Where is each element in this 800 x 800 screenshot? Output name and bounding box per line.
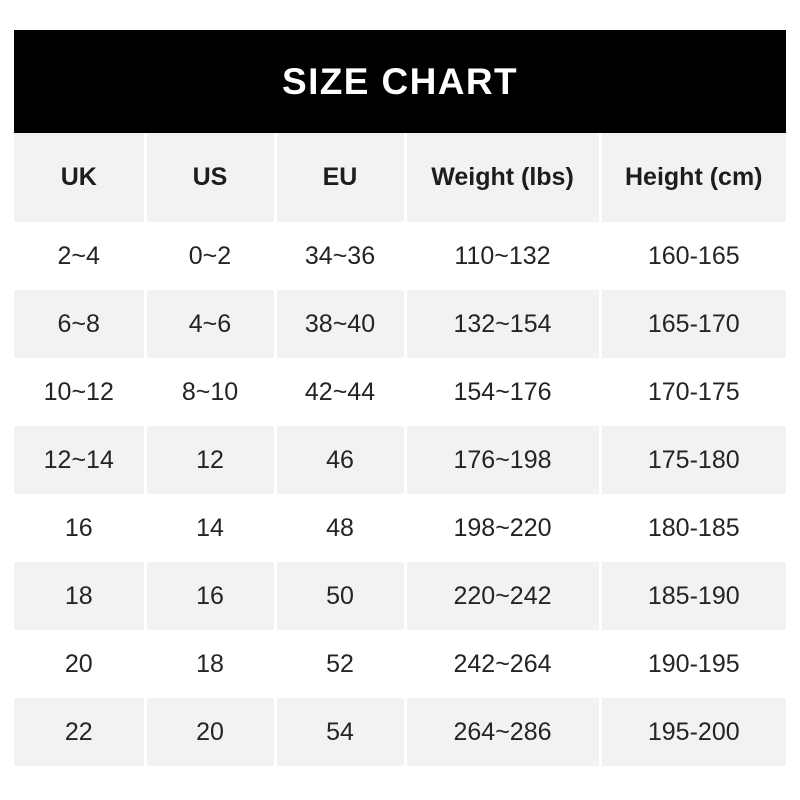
column-header-us: US	[145, 133, 277, 222]
table-row: 12~14 12 46 176~198 175-180	[14, 426, 786, 494]
column-header-height: Height (cm)	[600, 133, 786, 222]
table-row: 10~12 8~10 42~44 154~176 170-175	[14, 358, 786, 426]
cell-eu: 54	[275, 698, 407, 766]
cell-weight: 110~132	[405, 222, 602, 290]
size-chart-title-band: SIZE CHART	[14, 30, 786, 133]
cell-uk: 16	[14, 494, 147, 562]
cell-weight: 242~264	[405, 630, 602, 698]
table-row: 20 18 52 242~264 190-195	[14, 630, 786, 698]
cell-height: 160-165	[600, 222, 786, 290]
cell-us: 18	[145, 630, 277, 698]
cell-eu: 42~44	[275, 358, 407, 426]
cell-height: 170-175	[600, 358, 786, 426]
cell-eu: 38~40	[275, 290, 407, 358]
table-header: UK US EU Weight (lbs) Height (cm)	[14, 133, 786, 222]
cell-eu: 46	[275, 426, 407, 494]
page-title: SIZE CHART	[282, 61, 518, 102]
table-header-row: UK US EU Weight (lbs) Height (cm)	[14, 133, 786, 222]
cell-eu: 34~36	[275, 222, 407, 290]
table-row: 16 14 48 198~220 180-185	[14, 494, 786, 562]
table-row: 2~4 0~2 34~36 110~132 160-165	[14, 222, 786, 290]
cell-weight: 154~176	[405, 358, 602, 426]
cell-uk: 20	[14, 630, 147, 698]
table-row: 18 16 50 220~242 185-190	[14, 562, 786, 630]
cell-us: 4~6	[145, 290, 277, 358]
cell-us: 16	[145, 562, 277, 630]
cell-us: 0~2	[145, 222, 277, 290]
cell-uk: 6~8	[14, 290, 147, 358]
cell-eu: 50	[275, 562, 407, 630]
cell-us: 20	[145, 698, 277, 766]
cell-us: 14	[145, 494, 277, 562]
cell-eu: 52	[275, 630, 407, 698]
cell-uk: 2~4	[14, 222, 147, 290]
cell-height: 195-200	[600, 698, 786, 766]
cell-height: 190-195	[600, 630, 786, 698]
cell-height: 185-190	[600, 562, 786, 630]
cell-eu: 48	[275, 494, 407, 562]
cell-weight: 264~286	[405, 698, 602, 766]
cell-weight: 198~220	[405, 494, 602, 562]
cell-height: 175-180	[600, 426, 786, 494]
size-chart-container: SIZE CHART UK US EU Weight (lbs) Height …	[14, 30, 786, 766]
size-chart-table: UK US EU Weight (lbs) Height (cm) 2~4 0~…	[14, 133, 786, 766]
table-row: 6~8 4~6 38~40 132~154 165-170	[14, 290, 786, 358]
cell-weight: 220~242	[405, 562, 602, 630]
cell-height: 165-170	[600, 290, 786, 358]
cell-us: 8~10	[145, 358, 277, 426]
cell-uk: 22	[14, 698, 147, 766]
column-header-uk: UK	[14, 133, 147, 222]
table-body: 2~4 0~2 34~36 110~132 160-165 6~8 4~6 38…	[14, 222, 786, 766]
table-row: 22 20 54 264~286 195-200	[14, 698, 786, 766]
cell-uk: 10~12	[14, 358, 147, 426]
cell-uk: 18	[14, 562, 147, 630]
cell-weight: 132~154	[405, 290, 602, 358]
cell-uk: 12~14	[14, 426, 147, 494]
cell-height: 180-185	[600, 494, 786, 562]
column-header-eu: EU	[275, 133, 407, 222]
cell-weight: 176~198	[405, 426, 602, 494]
column-header-weight: Weight (lbs)	[405, 133, 602, 222]
cell-us: 12	[145, 426, 277, 494]
